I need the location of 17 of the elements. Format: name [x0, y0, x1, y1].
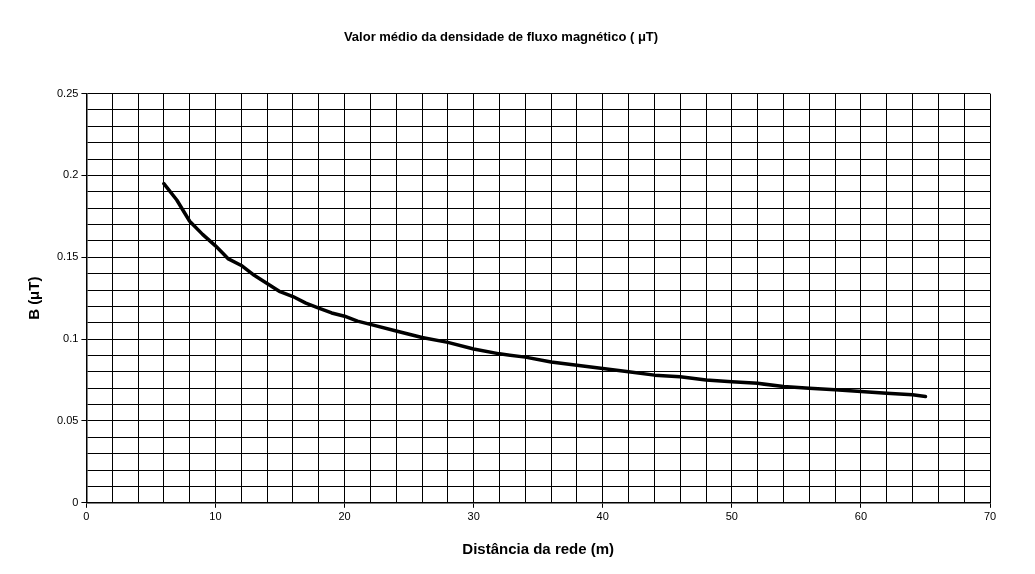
y-tick-label: 0.1 [63, 332, 79, 345]
y-tick-label: 0 [72, 495, 79, 508]
y-tick-label: 0.25 [56, 86, 79, 99]
y-tick-label: 0.15 [56, 250, 79, 263]
y-tick-label: 0.2 [63, 168, 79, 181]
x-axis-title: Distância da rede (m) [462, 540, 615, 558]
x-tick-label: 60 [854, 510, 868, 523]
y-axis-title: B (μT) [25, 276, 43, 320]
x-tick-label: 20 [338, 510, 351, 523]
x-tick-label: 0 [83, 510, 90, 523]
x-tick-label: 50 [725, 510, 738, 523]
x-tick-label: 70 [983, 510, 997, 523]
chart-title: Valor médio da densidade de fluxo magnético ( μT) [343, 29, 659, 45]
y-tick-label: 0.05 [56, 413, 79, 426]
x-tick-label: 40 [596, 510, 609, 523]
x-tick-label: 30 [467, 510, 480, 523]
x-tick-label: 10 [209, 510, 222, 523]
